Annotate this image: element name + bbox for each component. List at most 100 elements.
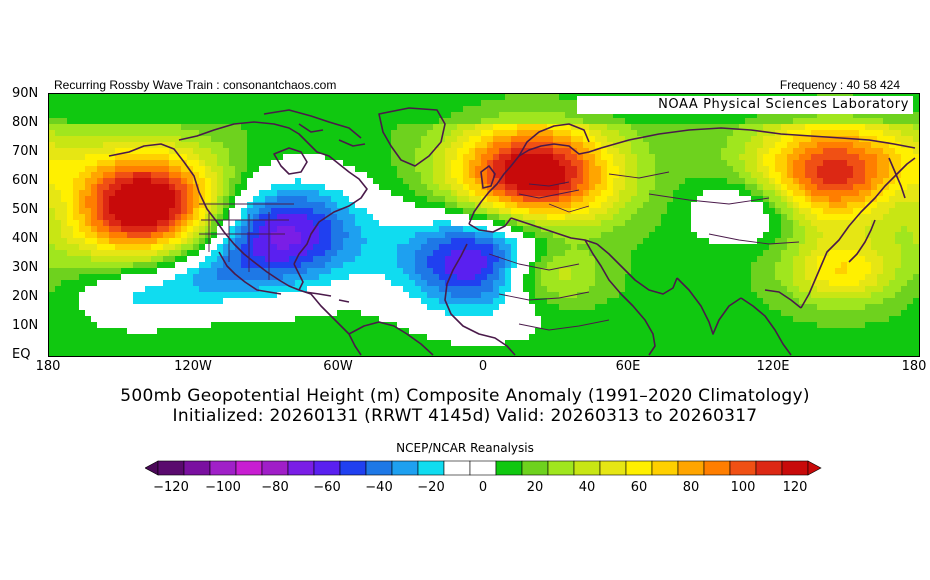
anomaly-cell xyxy=(679,226,686,233)
anomaly-cell xyxy=(79,118,86,125)
anomaly-cell xyxy=(397,160,404,167)
anomaly-cell xyxy=(151,148,158,155)
anomaly-cell xyxy=(187,136,194,143)
anomaly-cell xyxy=(889,160,896,167)
anomaly-cell xyxy=(649,142,656,149)
anomaly-cell xyxy=(631,256,638,263)
anomaly-cell xyxy=(577,208,584,215)
anomaly-cell xyxy=(181,262,188,269)
anomaly-cell xyxy=(475,142,482,149)
anomaly-cell xyxy=(775,286,782,293)
anomaly-cell xyxy=(847,256,854,263)
anomaly-cell xyxy=(295,244,302,251)
anomaly-cell xyxy=(55,232,62,239)
anomaly-cell xyxy=(199,280,206,287)
anomaly-cell xyxy=(643,274,650,281)
anomaly-cell xyxy=(529,130,536,137)
anomaly-cell xyxy=(679,154,686,161)
anomaly-cell xyxy=(409,100,416,107)
anomaly-cell xyxy=(913,220,919,227)
anomaly-cell xyxy=(493,274,500,281)
anomaly-cell xyxy=(829,220,836,227)
anomaly-cell xyxy=(181,232,188,239)
anomaly-cell xyxy=(649,214,656,221)
anomaly-cell xyxy=(655,112,662,119)
anomaly-cell xyxy=(109,148,116,155)
anomaly-cell xyxy=(637,124,644,131)
anomaly-cell xyxy=(379,292,386,299)
anomaly-cell xyxy=(187,220,194,227)
anomaly-cell xyxy=(415,178,422,185)
anomaly-cell xyxy=(139,124,146,131)
anomaly-cell xyxy=(307,202,314,209)
anomaly-cell xyxy=(859,166,866,173)
anomaly-cell xyxy=(373,274,380,281)
anomaly-cell xyxy=(55,238,62,245)
anomaly-cell xyxy=(637,256,644,263)
anomaly-cell xyxy=(355,148,362,155)
anomaly-cell xyxy=(331,286,338,293)
anomaly-cell xyxy=(403,196,410,203)
anomaly-cell xyxy=(595,166,602,173)
anomaly-cell xyxy=(313,292,320,299)
anomaly-cell xyxy=(505,118,512,125)
anomaly-cell xyxy=(193,292,200,299)
anomaly-cell xyxy=(727,226,734,233)
anomaly-cell xyxy=(661,232,668,239)
anomaly-cell xyxy=(85,244,92,251)
anomaly-cell xyxy=(67,274,74,281)
anomaly-cell xyxy=(301,238,308,245)
anomaly-cell xyxy=(511,208,518,215)
anomaly-cell xyxy=(229,106,236,113)
anomaly-cell xyxy=(319,172,326,179)
anomaly-cell xyxy=(787,292,794,299)
anomaly-cell xyxy=(529,142,536,149)
anomaly-cell xyxy=(61,244,68,251)
anomaly-cell xyxy=(127,118,134,125)
anomaly-cell xyxy=(265,208,272,215)
anomaly-cell xyxy=(229,244,236,251)
anomaly-cell xyxy=(367,154,374,161)
anomaly-cell xyxy=(799,286,806,293)
anomaly-cell xyxy=(295,178,302,185)
anomaly-cell xyxy=(823,202,830,209)
anomaly-cell xyxy=(859,232,866,239)
anomaly-cell xyxy=(361,268,368,275)
anomaly-cell xyxy=(829,178,836,185)
anomaly-cell xyxy=(133,208,140,215)
anomaly-cell xyxy=(745,220,752,227)
anomaly-cell xyxy=(343,142,350,149)
anomaly-cell xyxy=(625,130,632,137)
anomaly-cell xyxy=(163,196,170,203)
anomaly-cell xyxy=(889,232,896,239)
anomaly-cell xyxy=(283,250,290,257)
anomaly-cell xyxy=(175,274,182,281)
anomaly-cell xyxy=(85,190,92,197)
anomaly-cell xyxy=(523,214,530,221)
anomaly-cell xyxy=(709,112,716,119)
anomaly-cell xyxy=(637,274,644,281)
anomaly-cell xyxy=(589,220,596,227)
anomaly-cell xyxy=(541,160,548,167)
anomaly-cell xyxy=(427,148,434,155)
anomaly-cell xyxy=(781,130,788,137)
anomaly-cell xyxy=(367,196,374,203)
anomaly-cell xyxy=(445,280,452,287)
anomaly-cell xyxy=(61,148,68,155)
anomaly-cell xyxy=(403,160,410,167)
anomaly-cell xyxy=(793,130,800,137)
anomaly-cell xyxy=(457,142,464,149)
anomaly-cell xyxy=(289,142,296,149)
anomaly-cell xyxy=(187,142,194,149)
anomaly-cell xyxy=(559,94,566,101)
anomaly-cell xyxy=(247,190,254,197)
anomaly-cell xyxy=(661,244,668,251)
anomaly-cell xyxy=(529,154,536,161)
anomaly-cell xyxy=(439,274,446,281)
anomaly-cell xyxy=(379,106,386,113)
anomaly-cell xyxy=(313,220,320,227)
anomaly-cell xyxy=(133,226,140,233)
anomaly-cell xyxy=(787,268,794,275)
anomaly-cell xyxy=(841,148,848,155)
anomaly-cell xyxy=(541,112,548,119)
